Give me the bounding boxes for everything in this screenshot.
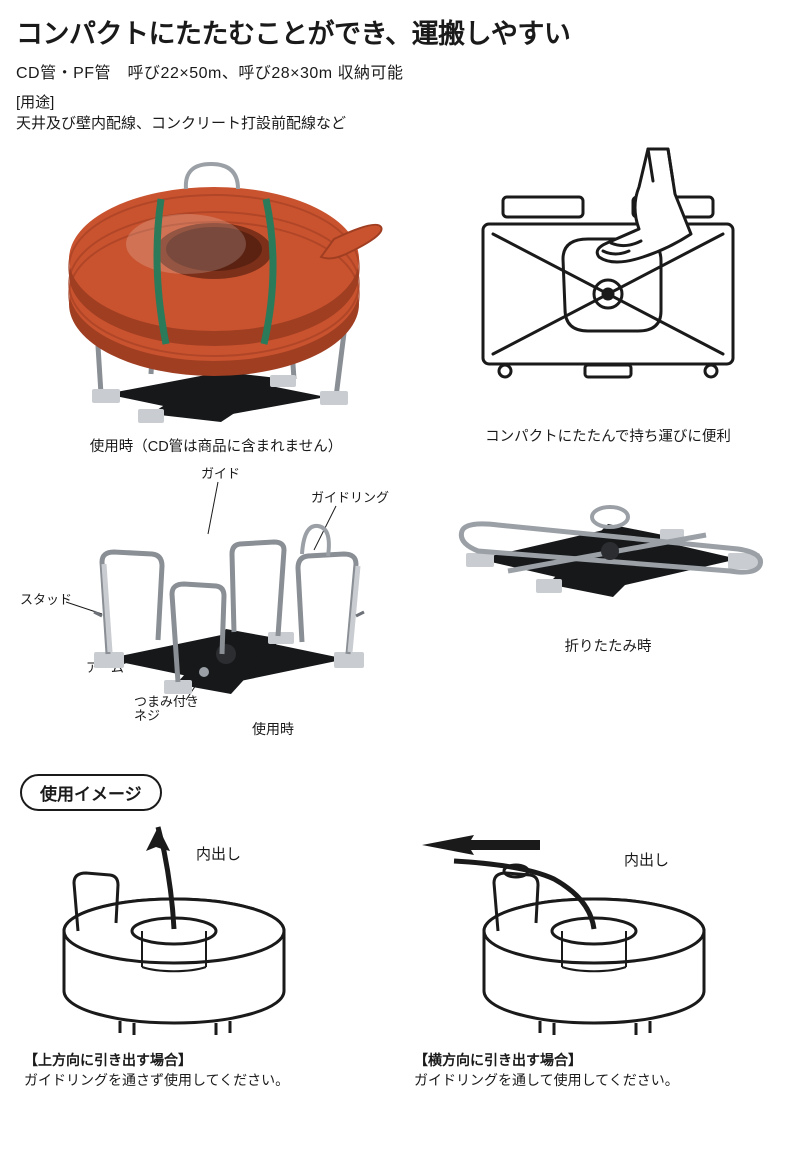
figure-folded-carry: コンパクトにたたんで持ち運びに便利 (436, 139, 780, 446)
label-knob-1: つまみ付き (134, 694, 199, 709)
usage-sideways-illustration: 内出し (414, 821, 744, 1041)
label-inner-out: 内出し (624, 852, 669, 869)
label-knob-2: ネジ (134, 708, 160, 723)
usage-desc: ガイドリングを通して使用してください。 (414, 1072, 679, 1088)
usage-sideways: 内出し 【横方向に引き出す場合】 ガイドリングを通して使用してください。 (414, 821, 764, 1090)
label-guide-ring: ガイドリング (311, 490, 389, 505)
figure-caption: 折りたたみ時 (436, 635, 780, 656)
label-guide: ガイド (201, 466, 240, 481)
label-inner-out: 内出し (196, 846, 241, 863)
usage-label: [用途] (16, 91, 780, 112)
usage-upward: 内出し 【上方向に引き出す場合】 ガイドリングを通さず使用してください。 (24, 821, 374, 1090)
usage-caption-right: 【横方向に引き出す場合】 ガイドリングを通して使用してください。 (414, 1050, 764, 1090)
folded-illustration (438, 439, 778, 629)
page-heading: コンパクトにたたむことができ、運搬しやすい (16, 12, 780, 51)
usage-desc: ガイドリングを通さず使用してください。 (24, 1072, 289, 1088)
figure-labeled-product: ガイド ガイドリング スタッド アーム つまみ付き ネジ (16, 454, 416, 754)
figure-grid: 使用時（CD管は商品に含まれません） (16, 139, 780, 754)
usage-title: 【横方向に引き出す場合】 (414, 1052, 582, 1068)
usage-title: 【上方向に引き出す場合】 (24, 1052, 192, 1068)
labeled-product-illustration: ガイド ガイドリング スタッド アーム つまみ付き ネジ (16, 454, 416, 754)
usage-image-row: 内出し 【上方向に引き出す場合】 ガイドリングを通さず使用してください。 (16, 821, 780, 1090)
label-stud: スタッド (20, 592, 72, 607)
folded-carry-illustration (443, 139, 773, 419)
figure-caption-inline: 使用時 (252, 721, 294, 737)
product-with-pipe-illustration (36, 139, 396, 429)
figure-caption: 使用時（CD管は商品に含まれません） (16, 435, 416, 456)
usage-caption-left: 【上方向に引き出す場合】 ガイドリングを通さず使用してください。 (24, 1050, 374, 1090)
figure-folded: 折りたたみ時 (436, 439, 780, 656)
section-header-usage-image: 使用イメージ (20, 774, 162, 811)
usage-text: 天井及び壁内配線、コンクリート打設前配線など (16, 112, 780, 133)
page-subheading: CD管・PF管 呼び22×50m、呼び28×30m 収納可能 (16, 59, 780, 83)
figure-in-use-with-pipe: 使用時（CD管は商品に含まれません） (16, 139, 416, 456)
usage-upward-illustration: 内出し (24, 821, 334, 1041)
